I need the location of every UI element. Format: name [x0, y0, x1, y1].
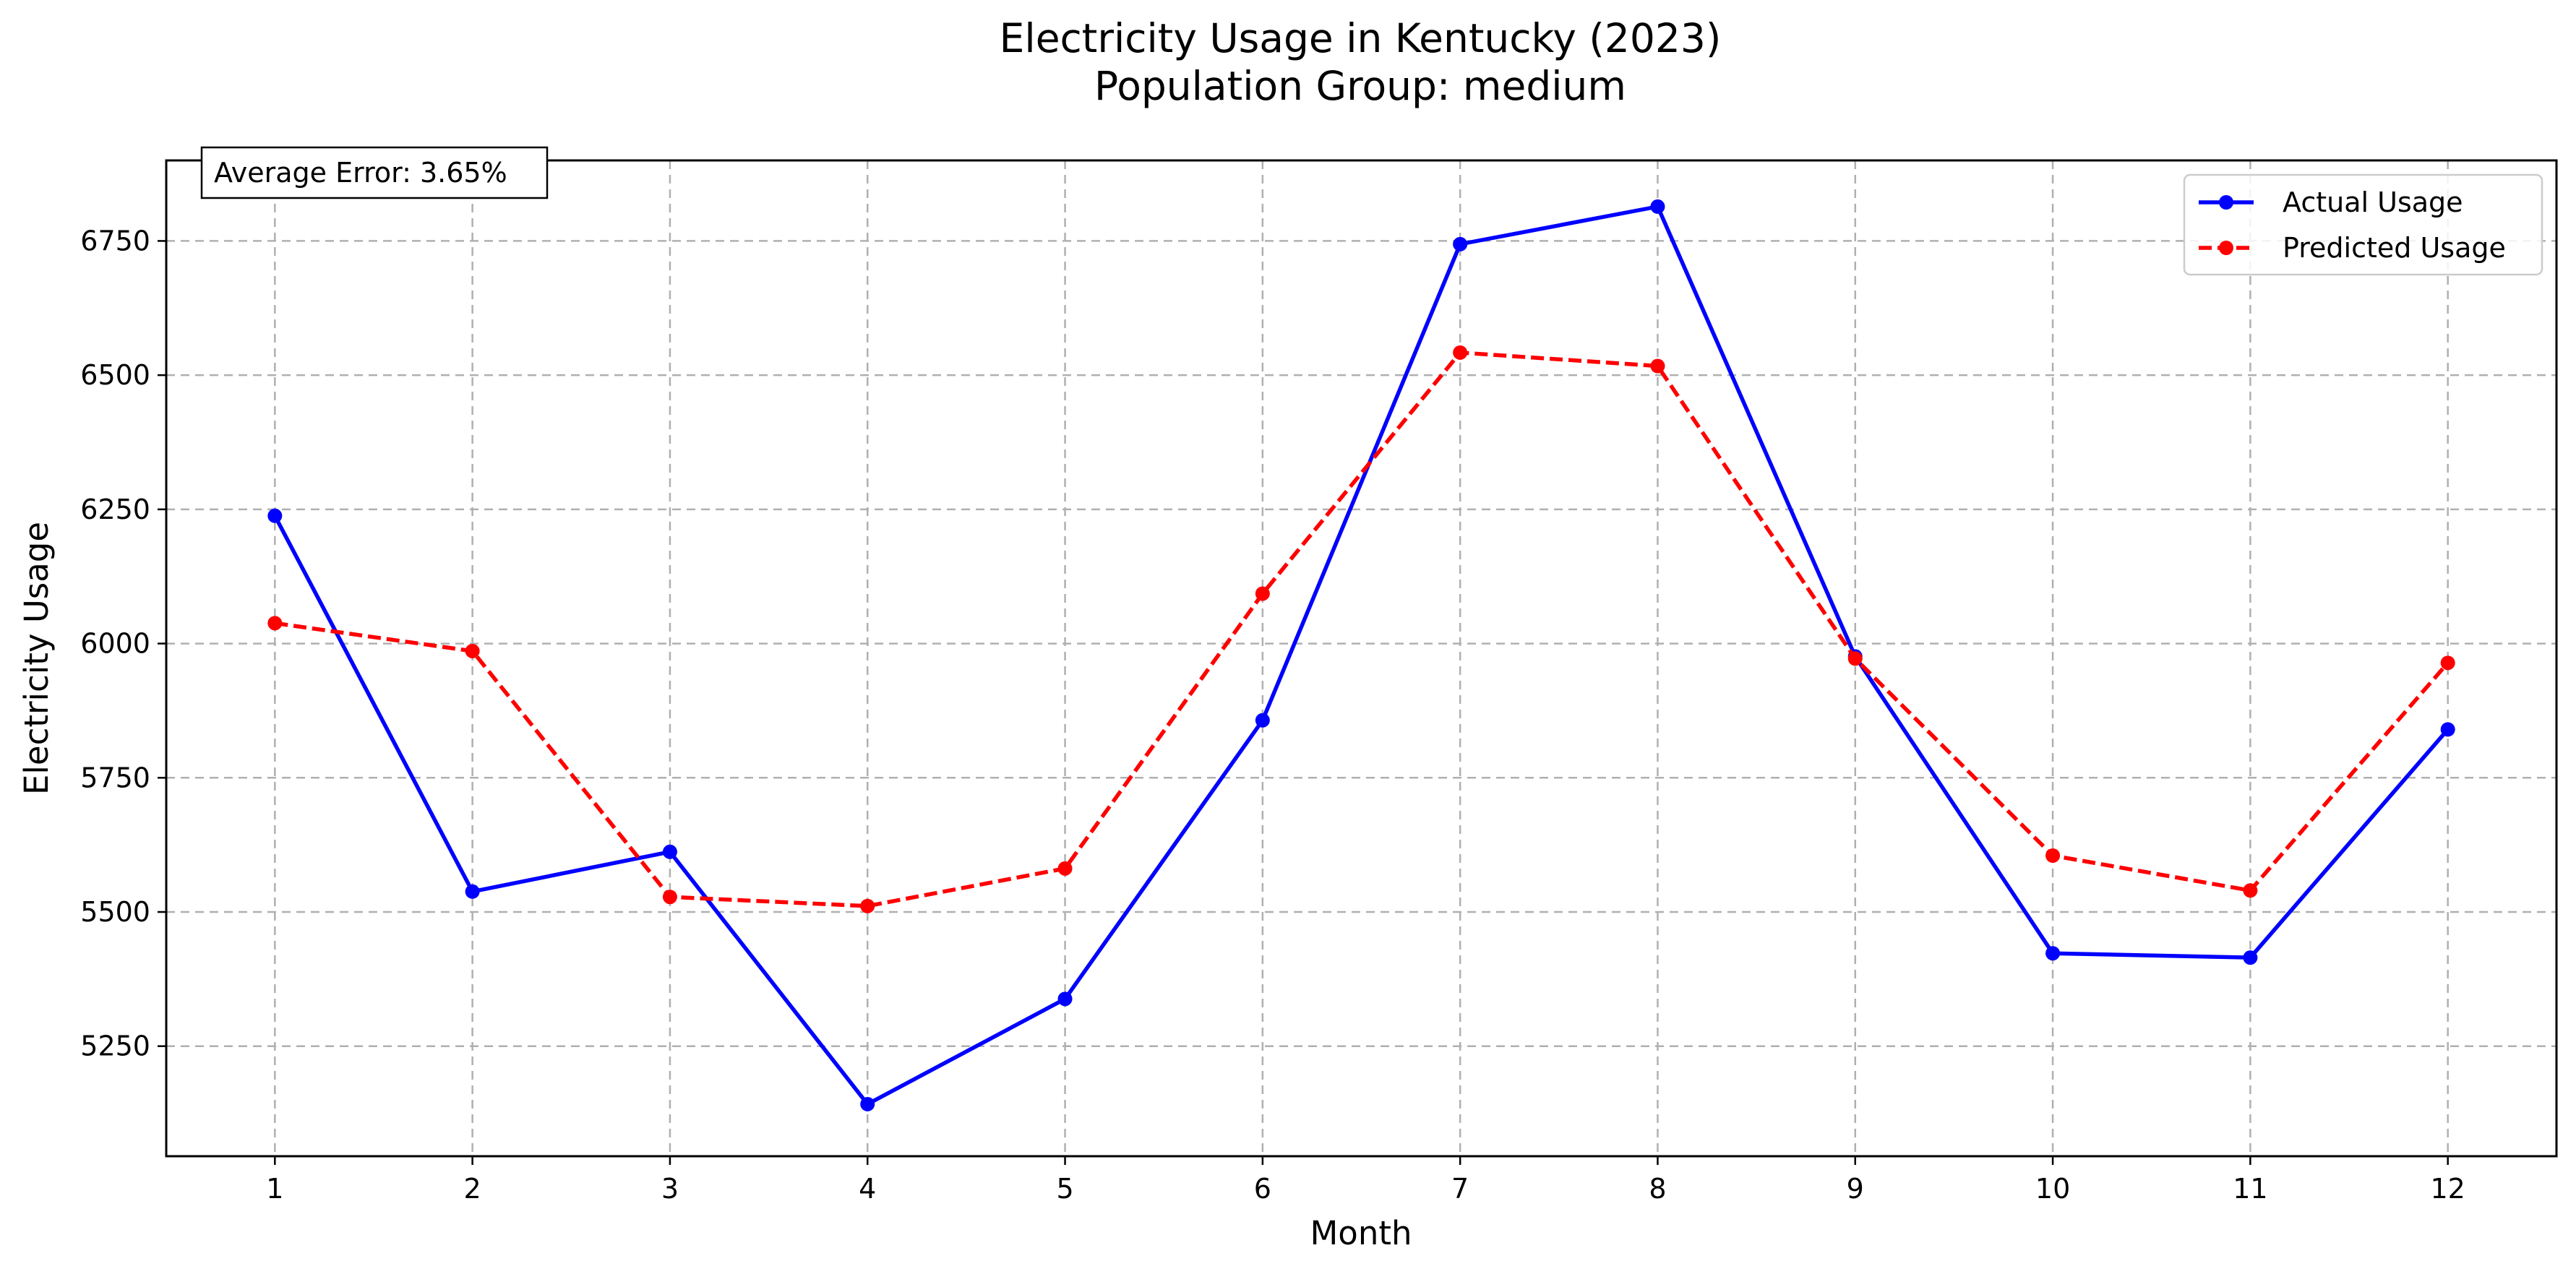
series-layer [267, 199, 2455, 1111]
series-actual-usage [267, 199, 2455, 1111]
data-point-actual-usage [465, 884, 480, 899]
chart-title: Electricity Usage in Kentucky (2023) [1000, 15, 1722, 61]
series-line-predicted-usage [274, 350, 2450, 908]
x-tick-label: 7 [1451, 1173, 1469, 1205]
y-axis: 5250 5500 5750 6000 6250 6500 6750 [80, 225, 166, 1062]
x-tick-label: 12 [2431, 1173, 2465, 1205]
data-point-predicted-usage [2243, 883, 2258, 898]
legend-box [2183, 173, 2543, 276]
x-tick-label: 4 [859, 1173, 876, 1205]
data-point-predicted-usage [860, 898, 875, 913]
chart-subtitle: Population Group: medium [1094, 63, 1626, 109]
data-point-predicted-usage [1453, 345, 1468, 360]
data-point-actual-usage [267, 508, 283, 523]
x-tick-label: 2 [464, 1173, 481, 1205]
legend-entry-predicted: Predicted Usage [2199, 232, 2506, 264]
data-point-actual-usage [1057, 991, 1073, 1007]
data-point-actual-usage [2440, 722, 2455, 737]
legend: Actual Usage Predicted Usage [2183, 173, 2543, 276]
data-point-predicted-usage [465, 643, 480, 658]
data-point-actual-usage [2045, 946, 2061, 961]
plot-area [165, 159, 2558, 1158]
grid [166, 160, 2556, 1156]
x-tick-label: 1 [266, 1173, 283, 1205]
data-point-predicted-usage [662, 890, 677, 905]
x-tick-label: 8 [1649, 1173, 1666, 1205]
x-tick-label: 10 [2035, 1173, 2070, 1205]
data-point-predicted-usage [1650, 358, 1665, 374]
x-tick-label: 5 [1056, 1173, 1073, 1205]
x-axis-label: Month [1310, 1214, 1412, 1252]
y-axis-label: Electricity Usage [17, 522, 56, 795]
data-point-actual-usage [662, 844, 677, 859]
series-line-actual-usage [272, 205, 2450, 1106]
y-tick-label: 5250 [80, 1030, 150, 1062]
series-predicted-usage [267, 345, 2455, 913]
data-point-actual-usage [1255, 713, 1270, 728]
x-tick-label: 3 [661, 1173, 679, 1205]
data-point-actual-usage [860, 1096, 875, 1111]
annotation-text: Average Error: 3.65% [214, 157, 507, 189]
data-point-actual-usage [2243, 950, 2258, 965]
data-point-actual-usage [1650, 199, 1665, 214]
data-point-predicted-usage [1847, 651, 1863, 666]
data-point-actual-usage [1453, 236, 1468, 251]
legend-entry-actual: Actual Usage [2199, 186, 2463, 218]
y-tick-label: 6750 [80, 225, 150, 257]
data-point-predicted-usage [2045, 848, 2061, 863]
x-tick-label: 11 [2233, 1173, 2267, 1205]
data-point-predicted-usage [1255, 586, 1270, 601]
average-error-annotation: Average Error: 3.65% [200, 146, 549, 199]
data-point-predicted-usage [267, 616, 283, 631]
legend-label-predicted: Predicted Usage [2283, 232, 2506, 264]
data-point-predicted-usage [2440, 655, 2455, 671]
y-tick-label: 5750 [80, 762, 150, 793]
annotation-box [200, 146, 549, 199]
legend-marker-actual [2219, 195, 2233, 210]
y-tick-label: 6250 [80, 494, 150, 525]
legend-marker-predicted [2219, 241, 2233, 255]
x-tick-label: 6 [1254, 1173, 1271, 1205]
x-tick-label: 9 [1847, 1173, 1864, 1205]
data-point-predicted-usage [1057, 861, 1073, 876]
legend-label-actual: Actual Usage [2283, 186, 2463, 218]
y-tick-label: 5500 [80, 896, 150, 928]
x-axis: 1 2 3 4 5 6 7 8 9 10 11 12 [266, 1156, 2465, 1205]
y-tick-label: 6500 [80, 359, 150, 391]
y-tick-label: 6000 [80, 628, 150, 660]
